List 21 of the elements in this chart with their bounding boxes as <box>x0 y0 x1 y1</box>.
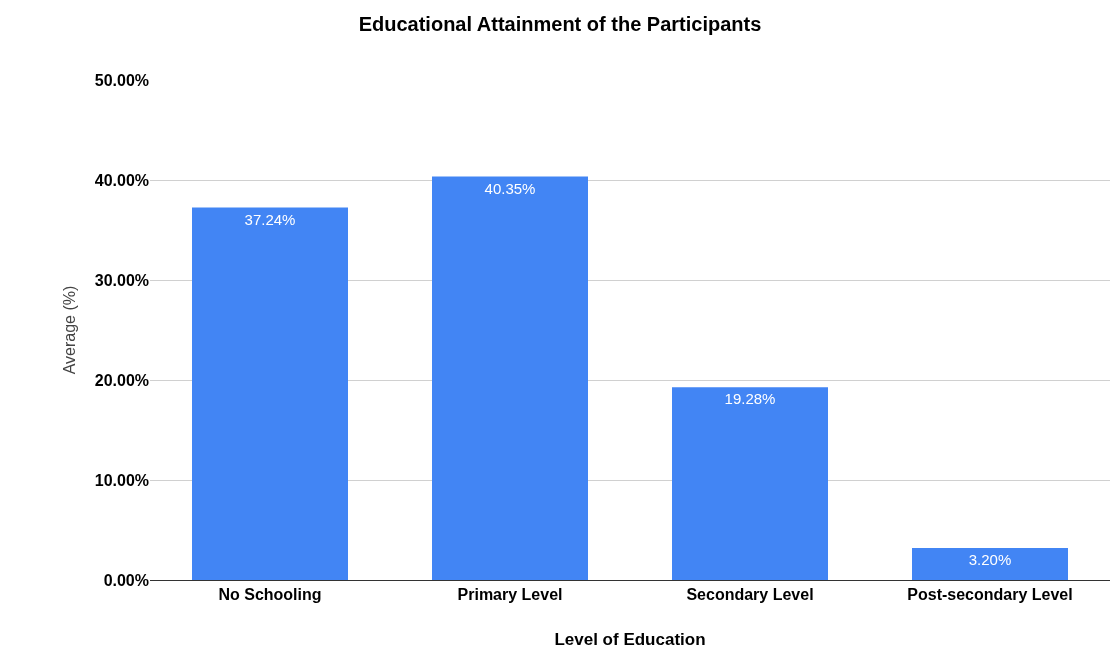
x-axis-title: Level of Education <box>554 629 706 649</box>
y-tick-label: 20.00% <box>94 371 149 389</box>
x-tick-label: Primary Level <box>457 586 563 604</box>
y-tick-label: 40.00% <box>94 171 149 189</box>
chart-title: Educational Attainment of the Participants <box>358 12 762 35</box>
y-axis-title: Average (%) <box>60 285 78 375</box>
data-label: 40.35% <box>484 179 536 197</box>
bar <box>192 207 348 580</box>
bar <box>912 548 1068 580</box>
y-tick-label: 10.00% <box>94 471 149 489</box>
y-tick-label: 30.00% <box>94 271 149 289</box>
data-label: 3.20% <box>968 551 1012 568</box>
data-label: 19.28% <box>724 390 776 408</box>
bar <box>672 387 828 580</box>
bar <box>432 176 588 580</box>
x-tick-label: Post-secondary Level <box>907 586 1073 604</box>
y-tick-label: 50.00% <box>94 71 149 89</box>
x-tick-label: No Schooling <box>218 586 322 604</box>
data-label: 37.24% <box>244 210 296 228</box>
x-tick-label: Secondary Level <box>686 586 814 604</box>
y-tick-label: 0.00% <box>103 571 149 589</box>
